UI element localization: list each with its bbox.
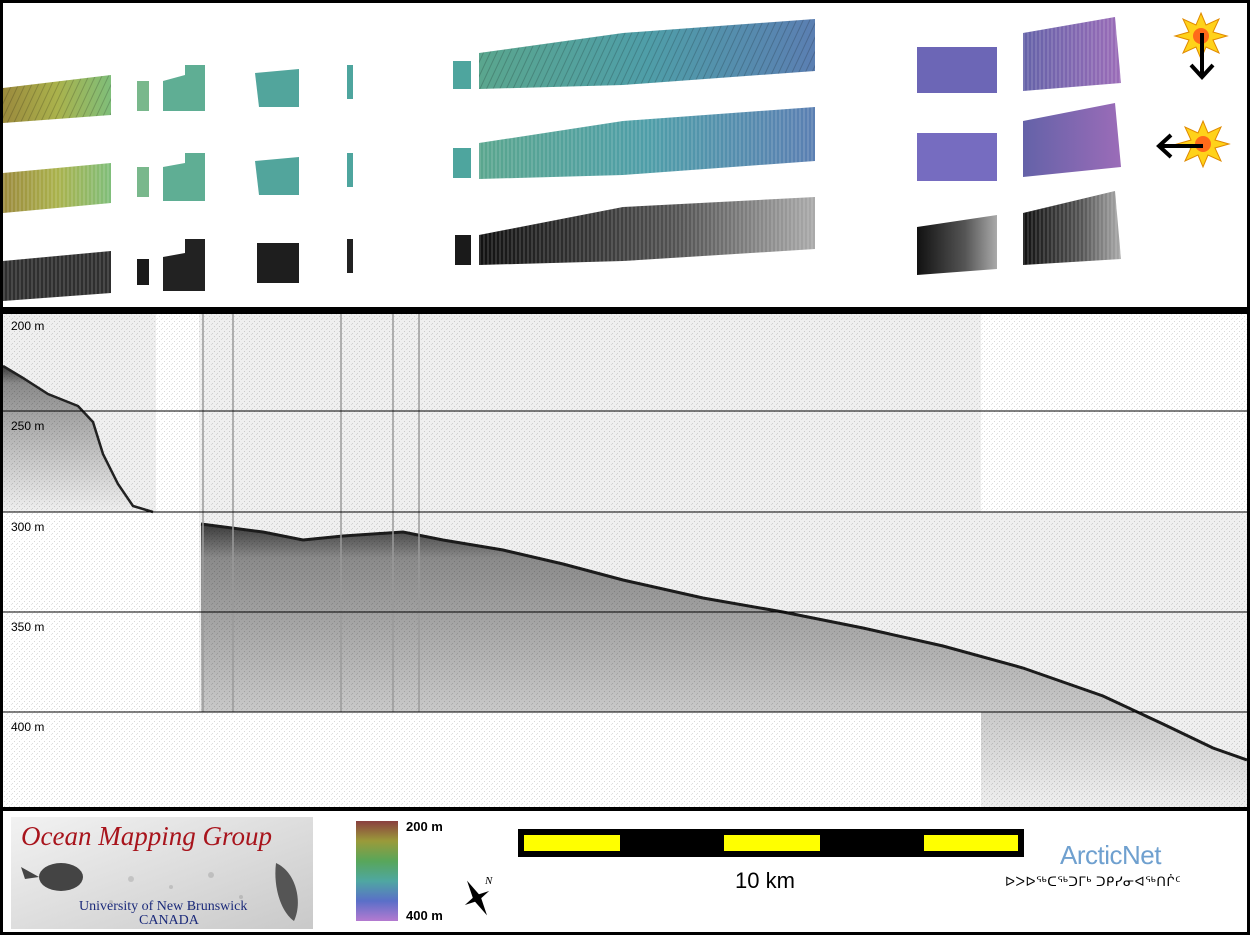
swath-strip [453, 148, 471, 178]
scale-bar-segment [924, 835, 1018, 851]
swath-strip [255, 69, 299, 107]
arcticnet-logo: ArcticNet [1060, 840, 1161, 870]
scale-bar-label: 10 km [735, 868, 795, 893]
depth-label: 250 m [11, 419, 45, 433]
north-label: N [484, 875, 493, 887]
swath-strip [1023, 17, 1121, 91]
swath-strip [255, 157, 299, 195]
sun-indicator-top [1173, 11, 1229, 80]
swath-strip [137, 81, 149, 111]
north-arrow-icon: N [464, 875, 493, 916]
swath-strip [479, 107, 815, 179]
swath-strip [917, 133, 997, 181]
backscatter-strip [1023, 191, 1121, 265]
relief-row-east-illumination [3, 103, 1121, 213]
depth-colorbar [356, 821, 398, 921]
swath-mosaic-panel [0, 0, 1250, 310]
arcticnet-subtitle: ᐅᐳᐅᖅᑕᖅᑐᒥᒃ ᑐᑭᓯᓂᐊᖅᑎᒌᑦ [1005, 874, 1182, 889]
scale-bar-segment [724, 835, 820, 851]
echogram [3, 314, 1247, 807]
legend-footer: Ocean Mapping Group University of New Br… [0, 807, 1250, 935]
backscatter-strip [917, 215, 997, 275]
depth-label: 200 m [11, 319, 45, 333]
backscatter-strip [3, 251, 111, 301]
colorbar-top-label: 200 m [406, 819, 443, 834]
logo-country: CANADA [139, 913, 199, 928]
swath-mosaic [3, 11, 1231, 301]
backscatter-strip [137, 259, 149, 285]
fish-icon [275, 863, 298, 921]
noise-streaks [202, 314, 420, 712]
subbottom-profile-panel: 200 m 250 m 300 m 350 m 400 m [0, 310, 1250, 810]
swath-strip [163, 153, 205, 201]
fish-icon [39, 863, 83, 891]
depth-label: 400 m [11, 720, 45, 734]
swath-strip [3, 75, 111, 123]
backscatter-strip [479, 197, 815, 265]
swath-strip [917, 47, 997, 93]
swath-strip [163, 65, 205, 111]
swath-strip [479, 19, 815, 89]
backscatter-strip [257, 243, 299, 283]
backscatter-row [3, 191, 1121, 301]
swath-strip [1023, 103, 1121, 177]
relief-row-north-illumination [3, 17, 1121, 123]
logo-title: Ocean Mapping Group [21, 821, 272, 851]
omg-logo: Ocean Mapping Group University of New Br… [11, 817, 313, 929]
backscatter-strip [347, 239, 353, 273]
swath-strip [3, 163, 111, 213]
sun-indicator-right [1156, 119, 1231, 169]
colorbar-bottom-label: 400 m [406, 908, 443, 923]
depth-gridlines [3, 410, 1247, 713]
swath-strip [347, 65, 353, 99]
scale-bar [518, 829, 1024, 857]
swath-strip [137, 167, 149, 197]
backscatter-strip [163, 239, 205, 291]
logo-university: University of New Brunswick [79, 899, 248, 914]
depth-label: 300 m [11, 520, 45, 534]
scale-bar-segment [524, 835, 620, 851]
backscatter-strip [455, 235, 471, 265]
swath-strip [453, 61, 471, 89]
depth-label: 350 m [11, 620, 45, 634]
logo-background [11, 817, 313, 929]
swath-strip [347, 153, 353, 187]
